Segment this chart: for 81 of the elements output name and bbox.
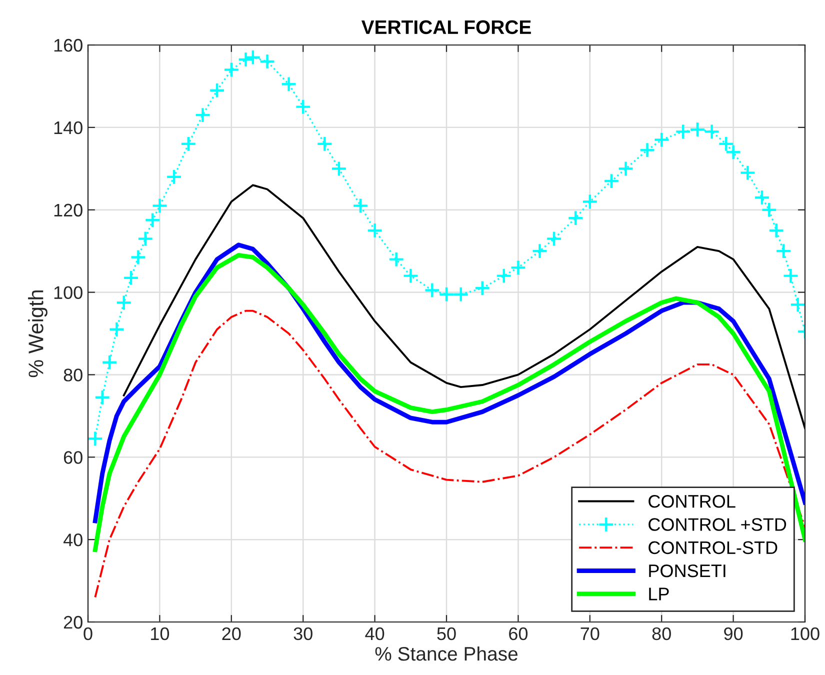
point bbox=[725, 144, 742, 160]
point bbox=[546, 230, 562, 247]
point bbox=[474, 280, 490, 296]
point bbox=[152, 198, 168, 214]
point bbox=[122, 270, 140, 286]
point bbox=[108, 321, 125, 338]
point bbox=[603, 172, 620, 190]
y-tick-label: 80 bbox=[64, 368, 82, 382]
point bbox=[180, 136, 196, 152]
x-axis-title: % Stance Phase bbox=[375, 646, 518, 661]
point bbox=[88, 430, 104, 447]
point bbox=[366, 222, 383, 239]
point bbox=[790, 296, 805, 313]
y-tick-label: 100 bbox=[54, 286, 82, 300]
x-tick-label: 60 bbox=[509, 627, 528, 640]
point bbox=[238, 51, 254, 68]
point bbox=[740, 164, 756, 181]
point bbox=[675, 123, 692, 140]
point bbox=[782, 268, 799, 284]
line-series bbox=[94, 310, 805, 598]
point bbox=[194, 107, 211, 124]
x-tick-label: 70 bbox=[580, 627, 600, 640]
point bbox=[761, 202, 778, 218]
y-tick-label: 160 bbox=[54, 38, 82, 52]
legend-label: CONTROL +STD bbox=[648, 518, 786, 531]
legend-label: PONSETI bbox=[649, 564, 726, 578]
legend-label: LP bbox=[649, 588, 669, 600]
point bbox=[582, 194, 598, 210]
point bbox=[496, 268, 512, 284]
point bbox=[532, 243, 548, 260]
y-tick-label: 40 bbox=[63, 534, 82, 546]
y-tick-label: 140 bbox=[54, 121, 82, 134]
x-tick-label: 30 bbox=[294, 627, 312, 640]
point bbox=[166, 168, 182, 185]
point bbox=[568, 210, 584, 226]
x-tick-label: 40 bbox=[365, 627, 384, 640]
point bbox=[689, 121, 706, 138]
point bbox=[295, 98, 312, 115]
point bbox=[754, 189, 770, 206]
y-tick-label: 20 bbox=[64, 616, 82, 629]
chart-title: VERTICAL FORCE bbox=[361, 20, 531, 34]
point bbox=[618, 160, 634, 177]
point bbox=[144, 212, 161, 228]
point bbox=[130, 249, 146, 266]
point bbox=[768, 222, 784, 239]
point bbox=[244, 49, 261, 66]
point bbox=[116, 294, 132, 311]
point bbox=[510, 260, 526, 276]
x-tick-label: 80 bbox=[652, 627, 671, 640]
point bbox=[718, 136, 734, 152]
point bbox=[316, 136, 333, 152]
x-tick-label: 20 bbox=[222, 627, 241, 640]
point bbox=[639, 142, 656, 158]
point bbox=[704, 123, 720, 140]
point bbox=[402, 268, 419, 284]
x-tick-label: 50 bbox=[437, 627, 456, 640]
point bbox=[330, 160, 348, 177]
point bbox=[259, 53, 276, 70]
y-tick-label: 120 bbox=[54, 204, 82, 217]
y-axis-title: % Weigth bbox=[28, 290, 48, 378]
point bbox=[654, 132, 670, 148]
legend-label: CONTROL bbox=[648, 494, 736, 508]
x-tick-label: 100 bbox=[791, 627, 820, 640]
point bbox=[101, 354, 118, 370]
x-tick-label: 90 bbox=[724, 627, 743, 640]
point bbox=[209, 82, 226, 98]
point bbox=[94, 389, 110, 406]
point bbox=[388, 251, 404, 268]
point bbox=[137, 230, 154, 247]
legend-label: CONTROL-STD bbox=[648, 541, 778, 554]
point bbox=[775, 243, 792, 260]
x-tick-label: 0 bbox=[84, 627, 92, 640]
point bbox=[424, 282, 440, 298]
point bbox=[438, 286, 455, 302]
y-tick-label: 60 bbox=[64, 451, 82, 464]
point bbox=[280, 76, 297, 92]
point bbox=[223, 62, 240, 78]
point bbox=[452, 286, 469, 302]
point bbox=[352, 198, 369, 214]
x-tick-label: 10 bbox=[151, 627, 170, 640]
line-series bbox=[122, 184, 805, 430]
